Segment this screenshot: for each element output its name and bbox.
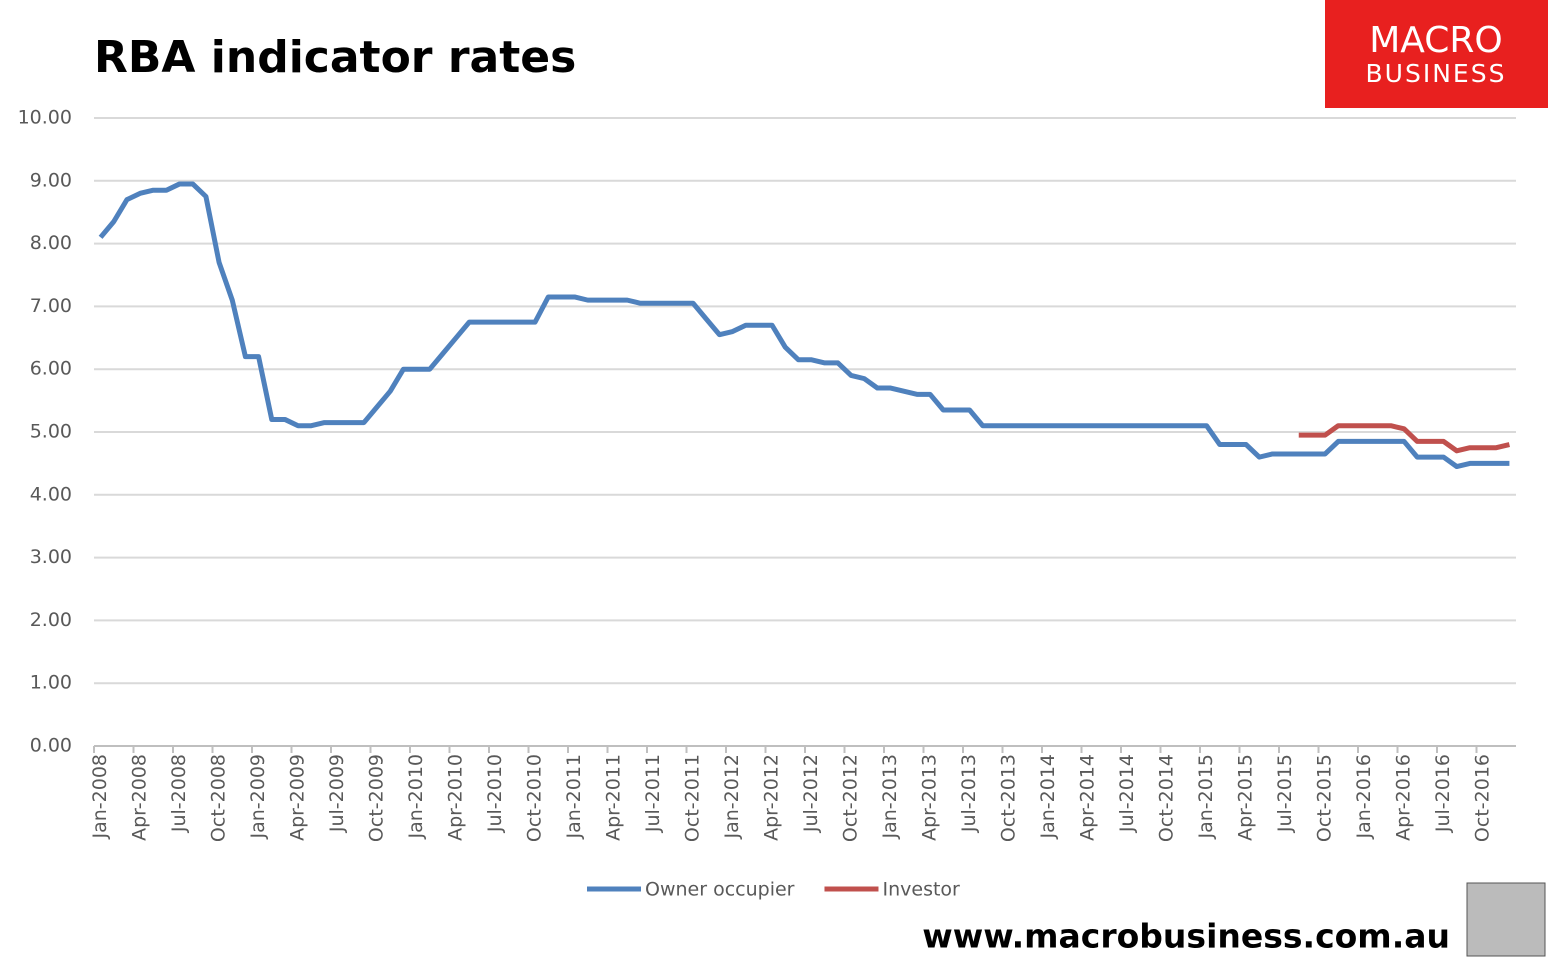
x-tick-label: Jan-2014 — [1037, 754, 1059, 840]
x-tick-label: Jan-2016 — [1353, 754, 1375, 840]
x-tick-label: Apr-2010 — [445, 754, 467, 841]
y-tick-label: 10.00 — [18, 107, 72, 129]
series-line — [1298, 423, 1510, 454]
x-tick-label: Jan-2011 — [563, 754, 585, 840]
legend-label: Owner occupier — [645, 879, 795, 901]
x-tick-label: Jul-2010 — [484, 754, 506, 833]
y-tick-label: 0.00 — [30, 735, 72, 757]
brand-line1: MACRO — [1369, 20, 1503, 61]
y-tick-label: 3.00 — [30, 546, 72, 568]
x-tick-label: Oct-2010 — [524, 754, 546, 842]
x-tick-label: Jan-2008 — [89, 754, 111, 840]
x-tick-label: Jul-2014 — [1116, 754, 1138, 833]
x-tick-label: Apr-2012 — [761, 754, 783, 841]
y-tick-label: 4.00 — [30, 483, 72, 505]
x-tick-label: Jul-2008 — [168, 754, 190, 833]
x-tick-label: Oct-2013 — [998, 754, 1020, 842]
y-tick-label: 2.00 — [30, 609, 72, 631]
brand-box — [1325, 0, 1548, 108]
x-tick-label: Apr-2014 — [1077, 754, 1099, 841]
x-tick-label: Jul-2016 — [1432, 754, 1454, 833]
x-tick-label: Oct-2016 — [1472, 754, 1494, 842]
x-tick-label: Apr-2015 — [1235, 754, 1257, 841]
y-tick-label: 9.00 — [30, 169, 72, 191]
x-tick-label: Jul-2012 — [800, 754, 822, 833]
x-tick-label: Oct-2014 — [1156, 754, 1178, 842]
x-tick-label: Apr-2016 — [1393, 754, 1415, 841]
x-tick-label: Oct-2011 — [682, 754, 704, 842]
x-tick-label: Jul-2015 — [1274, 754, 1296, 833]
y-tick-label: 8.00 — [30, 232, 72, 254]
x-tick-label: Jul-2011 — [642, 754, 664, 833]
x-tick-label: Oct-2008 — [208, 754, 230, 842]
x-tick-label: Jan-2012 — [721, 754, 743, 840]
x-tick-label: Apr-2013 — [919, 754, 941, 841]
x-tick-label: Apr-2008 — [129, 754, 151, 841]
x-tick-label: Jan-2015 — [1195, 754, 1217, 840]
x-tick-label: Jan-2013 — [879, 754, 901, 840]
chart-title: RBA indicator rates — [94, 32, 576, 83]
x-tick-label: Oct-2009 — [366, 754, 388, 842]
fox-logo — [1466, 882, 1546, 957]
footer-url: www.macrobusiness.com.au — [922, 917, 1450, 956]
x-tick-label: Jul-2013 — [958, 754, 980, 833]
x-tick-label: Apr-2009 — [287, 754, 309, 841]
x-tick-label: Jul-2009 — [326, 754, 348, 833]
x-tick-label: Oct-2012 — [840, 754, 862, 842]
legend-label: Investor — [882, 879, 960, 901]
series-line — [98, 181, 1510, 470]
y-tick-label: 5.00 — [30, 421, 72, 443]
x-tick-label: Jan-2009 — [247, 754, 269, 840]
x-tick-label: Jan-2010 — [405, 754, 427, 840]
y-tick-label: 1.00 — [30, 672, 72, 694]
y-tick-label: 6.00 — [30, 358, 72, 380]
brand-line2: BUSINESS — [1366, 59, 1507, 88]
y-tick-label: 7.00 — [30, 295, 72, 317]
x-tick-label: Apr-2011 — [603, 754, 625, 841]
x-tick-label: Oct-2015 — [1314, 754, 1336, 842]
